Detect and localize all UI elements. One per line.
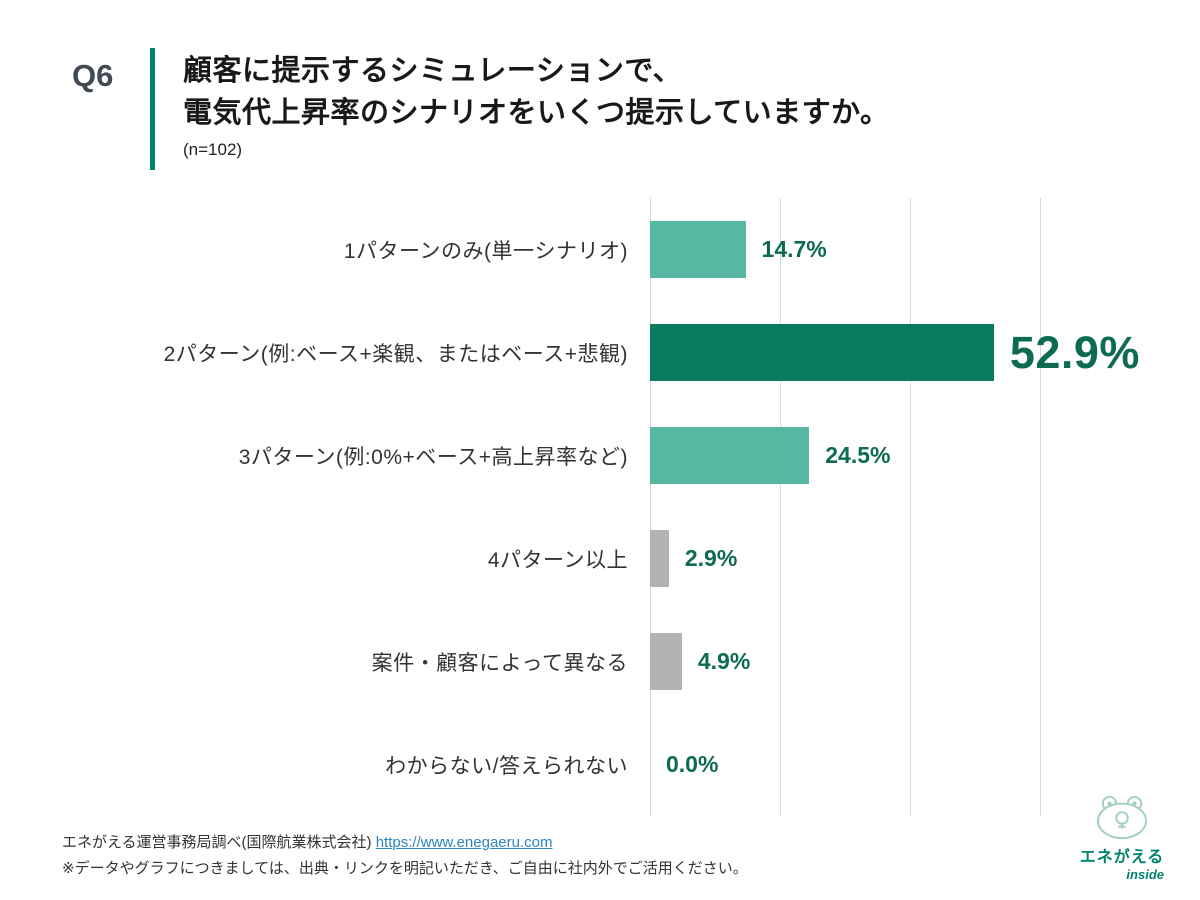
footer: エネがえる運営事務局調べ(国際航業株式会社) https://www.enega… (62, 830, 1200, 881)
category-label: 1パターンのみ(単一シナリオ) (343, 239, 628, 263)
question-number: Q6 (72, 58, 114, 93)
bar (650, 633, 682, 690)
gridline (1040, 198, 1041, 816)
value-label: 24.5% (825, 442, 891, 468)
chart-row: わからない/答えられない 0.0% (60, 713, 1140, 816)
logo-sub-text: inside (1126, 867, 1164, 882)
category-label: 4パターン以上 (487, 548, 628, 572)
source-text: エネがえる運営事務局調べ(国際航業株式会社) (62, 834, 376, 851)
row-plot: 2.9% (650, 507, 1140, 610)
value-label: 4.9% (697, 648, 751, 674)
chart-rows: 1パターンのみ(単一シナリオ) 14.7% 2パターン(例:ベース+楽観、または… (60, 198, 1140, 816)
chart-row: 2パターン(例:ベース+楽観、またはベース+悲観) 52.9% (60, 301, 1140, 404)
category-label: 2パターン(例:ベース+楽観、またはベース+悲観) (163, 342, 628, 366)
header: Q6 顧客に提示するシミュレーションで、 電気代上昇率のシナリオをいくつ提示して… (0, 0, 1200, 170)
usage-note: ※データやグラフにつきましては、出典・リンクを明記いただき、ご自由に社内外でご活… (62, 859, 748, 877)
value-label: 0.0% (666, 751, 719, 777)
title-block: 顧客に提示するシミュレーションで、 電気代上昇率のシナリオをいくつ提示しています… (183, 48, 890, 160)
page-title-line-1: 顧客に提示するシミュレーションで、 (183, 55, 683, 87)
chart-row: 4パターン以上 2.9% (60, 507, 1140, 610)
row-plot: 14.7% (650, 198, 1140, 301)
category-label: わからない/答えられない (385, 754, 628, 778)
page-title-line-2: 電気代上昇率のシナリオをいくつ提示していますか。 (183, 97, 890, 130)
chart-row: 1パターンのみ(単一シナリオ) 14.7% (60, 198, 1140, 301)
bar (650, 221, 746, 278)
sample-size: (n=102) (183, 140, 243, 160)
accent-divider (150, 48, 155, 170)
chart-row: 3パターン(例:0%+ベース+高上昇率など) 24.5% (60, 404, 1140, 507)
row-plot: 24.5% (650, 404, 1140, 507)
row-plot: 4.9% (650, 610, 1140, 713)
brand-logo: エネがえる inside (1076, 793, 1168, 882)
value-label: 52.9% (1009, 326, 1140, 378)
category-label: 3パターン(例:0%+ベース+高上昇率など) (238, 445, 628, 469)
bar-chart: 1パターンのみ(単一シナリオ) 14.7% 2パターン(例:ベース+楽観、または… (60, 198, 1140, 816)
row-plot: 0.0% (650, 713, 1140, 816)
frog-lightbulb-icon (1097, 795, 1147, 840)
row-plot: 52.9% (650, 301, 1140, 404)
bar (650, 427, 810, 484)
bar (650, 530, 669, 587)
chart-row: 案件・顧客によって異なる 4.9% (60, 610, 1140, 713)
source-link[interactable]: https://www.enegaeru.com (375, 834, 553, 851)
gridline (650, 198, 651, 816)
bar (650, 324, 994, 381)
chart-gridlines (650, 198, 1041, 816)
logo-brand-text: エネがえる (1079, 849, 1165, 866)
gridline (780, 198, 781, 816)
value-label: 2.9% (684, 545, 738, 571)
category-label: 案件・顧客によって異なる (371, 651, 628, 675)
gridline (910, 198, 911, 816)
source-line: エネがえる運営事務局調べ(国際航業株式会社) https://www.enega… (62, 830, 1200, 856)
value-label: 14.7% (761, 236, 827, 262)
